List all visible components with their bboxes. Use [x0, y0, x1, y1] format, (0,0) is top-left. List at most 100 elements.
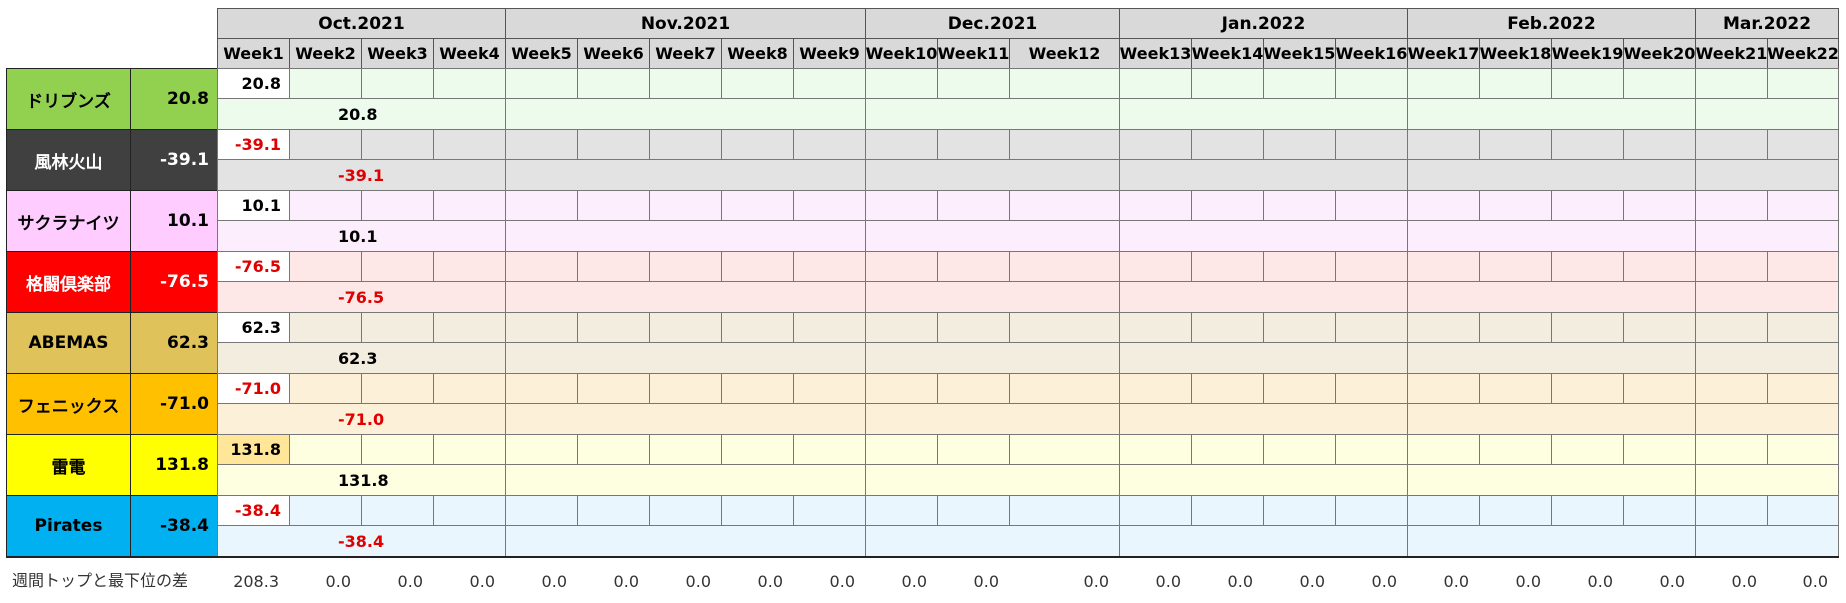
week-cell	[865, 495, 938, 526]
week-header: Week15	[1263, 38, 1336, 69]
week-cell	[1263, 495, 1336, 526]
month-cell	[865, 525, 1120, 557]
footer-value: 0.0	[1299, 571, 1325, 591]
week-cell	[289, 190, 362, 221]
month-header: Oct.2021	[217, 8, 506, 39]
week-cell	[937, 251, 1010, 282]
week-cell	[289, 251, 362, 282]
week-cell	[1009, 68, 1120, 99]
week-cell	[361, 129, 434, 160]
month-cell	[1407, 220, 1696, 252]
week-cell	[289, 434, 362, 465]
week-cell	[1119, 312, 1192, 343]
team-total: 10.1	[130, 190, 218, 252]
team-total: 20.8	[130, 68, 218, 130]
team-name: サクラナイツ	[6, 190, 131, 252]
week-header: Week17	[1407, 38, 1480, 69]
month-cell	[1695, 342, 1839, 374]
month-cell	[1407, 464, 1696, 496]
week-cell	[1407, 251, 1480, 282]
month-header: Feb.2022	[1407, 8, 1696, 39]
footer-value: 0.0	[325, 571, 351, 591]
week-cell	[361, 434, 434, 465]
week-score: 62.3	[217, 312, 290, 343]
week-cell	[1335, 251, 1408, 282]
week-cell	[1623, 312, 1696, 343]
week-cell	[505, 68, 578, 99]
week-cell	[1191, 251, 1264, 282]
week-cell	[505, 312, 578, 343]
week-header: Week19	[1551, 38, 1624, 69]
week-cell	[1407, 434, 1480, 465]
month-cell	[865, 281, 1120, 313]
week-cell	[865, 190, 938, 221]
week-cell	[1263, 129, 1336, 160]
footer-value: 0.0	[1227, 571, 1253, 591]
footer-value: 0.0	[613, 571, 639, 591]
week-cell	[1119, 251, 1192, 282]
week-cell	[937, 373, 1010, 404]
month-header: Dec.2021	[865, 8, 1120, 39]
team-total: -71.0	[130, 373, 218, 435]
week-cell	[865, 434, 938, 465]
week-cell	[1479, 495, 1552, 526]
week-cell	[289, 495, 362, 526]
week-header: Week22	[1767, 38, 1839, 69]
week-cell	[1695, 434, 1768, 465]
month-cell	[505, 464, 866, 496]
week-cell	[289, 373, 362, 404]
week-header: Week8	[721, 38, 794, 69]
week-header: Week11	[937, 38, 1010, 69]
week-cell	[1335, 495, 1408, 526]
week-cell	[289, 312, 362, 343]
week-cell	[289, 129, 362, 160]
month-cell	[1119, 220, 1408, 252]
week-cell	[721, 373, 794, 404]
week-header: Week4	[433, 38, 506, 69]
week-cell	[793, 312, 866, 343]
month-cell	[1407, 281, 1696, 313]
week-header: Week1	[217, 38, 290, 69]
week-cell	[793, 129, 866, 160]
week-cell	[1335, 190, 1408, 221]
month-cell	[865, 98, 1120, 130]
week-cell	[361, 68, 434, 99]
week-cell	[1551, 190, 1624, 221]
week-cell	[361, 251, 434, 282]
week-cell	[1623, 251, 1696, 282]
week-cell	[577, 129, 650, 160]
footer-value: 0.0	[1515, 571, 1541, 591]
week-score: -39.1	[217, 129, 290, 160]
week-cell	[1191, 68, 1264, 99]
week-cell	[865, 312, 938, 343]
month-score: -38.4	[217, 525, 506, 557]
week-cell	[1767, 251, 1839, 282]
team-total: -39.1	[130, 129, 218, 191]
week-cell	[721, 190, 794, 221]
week-cell	[361, 495, 434, 526]
month-cell	[1119, 342, 1408, 374]
month-cell	[1119, 464, 1408, 496]
week-cell	[1623, 190, 1696, 221]
month-score: 20.8	[217, 98, 506, 130]
week-header: Week9	[793, 38, 866, 69]
month-score: 62.3	[217, 342, 506, 374]
week-cell	[361, 373, 434, 404]
month-cell	[865, 159, 1120, 191]
week-cell	[1695, 495, 1768, 526]
week-cell	[1263, 251, 1336, 282]
month-cell	[1119, 159, 1408, 191]
week-cell	[1767, 434, 1839, 465]
week-cell	[1335, 373, 1408, 404]
month-cell	[1119, 98, 1408, 130]
team-name: 風林火山	[6, 129, 131, 191]
footer-value: 0.0	[1083, 571, 1109, 591]
week-cell	[649, 312, 722, 343]
week-cell	[1191, 312, 1264, 343]
week-cell	[1407, 373, 1480, 404]
week-cell	[1551, 68, 1624, 99]
week-cell	[793, 373, 866, 404]
week-cell	[577, 190, 650, 221]
team-total: -38.4	[130, 495, 218, 557]
week-cell	[1479, 190, 1552, 221]
